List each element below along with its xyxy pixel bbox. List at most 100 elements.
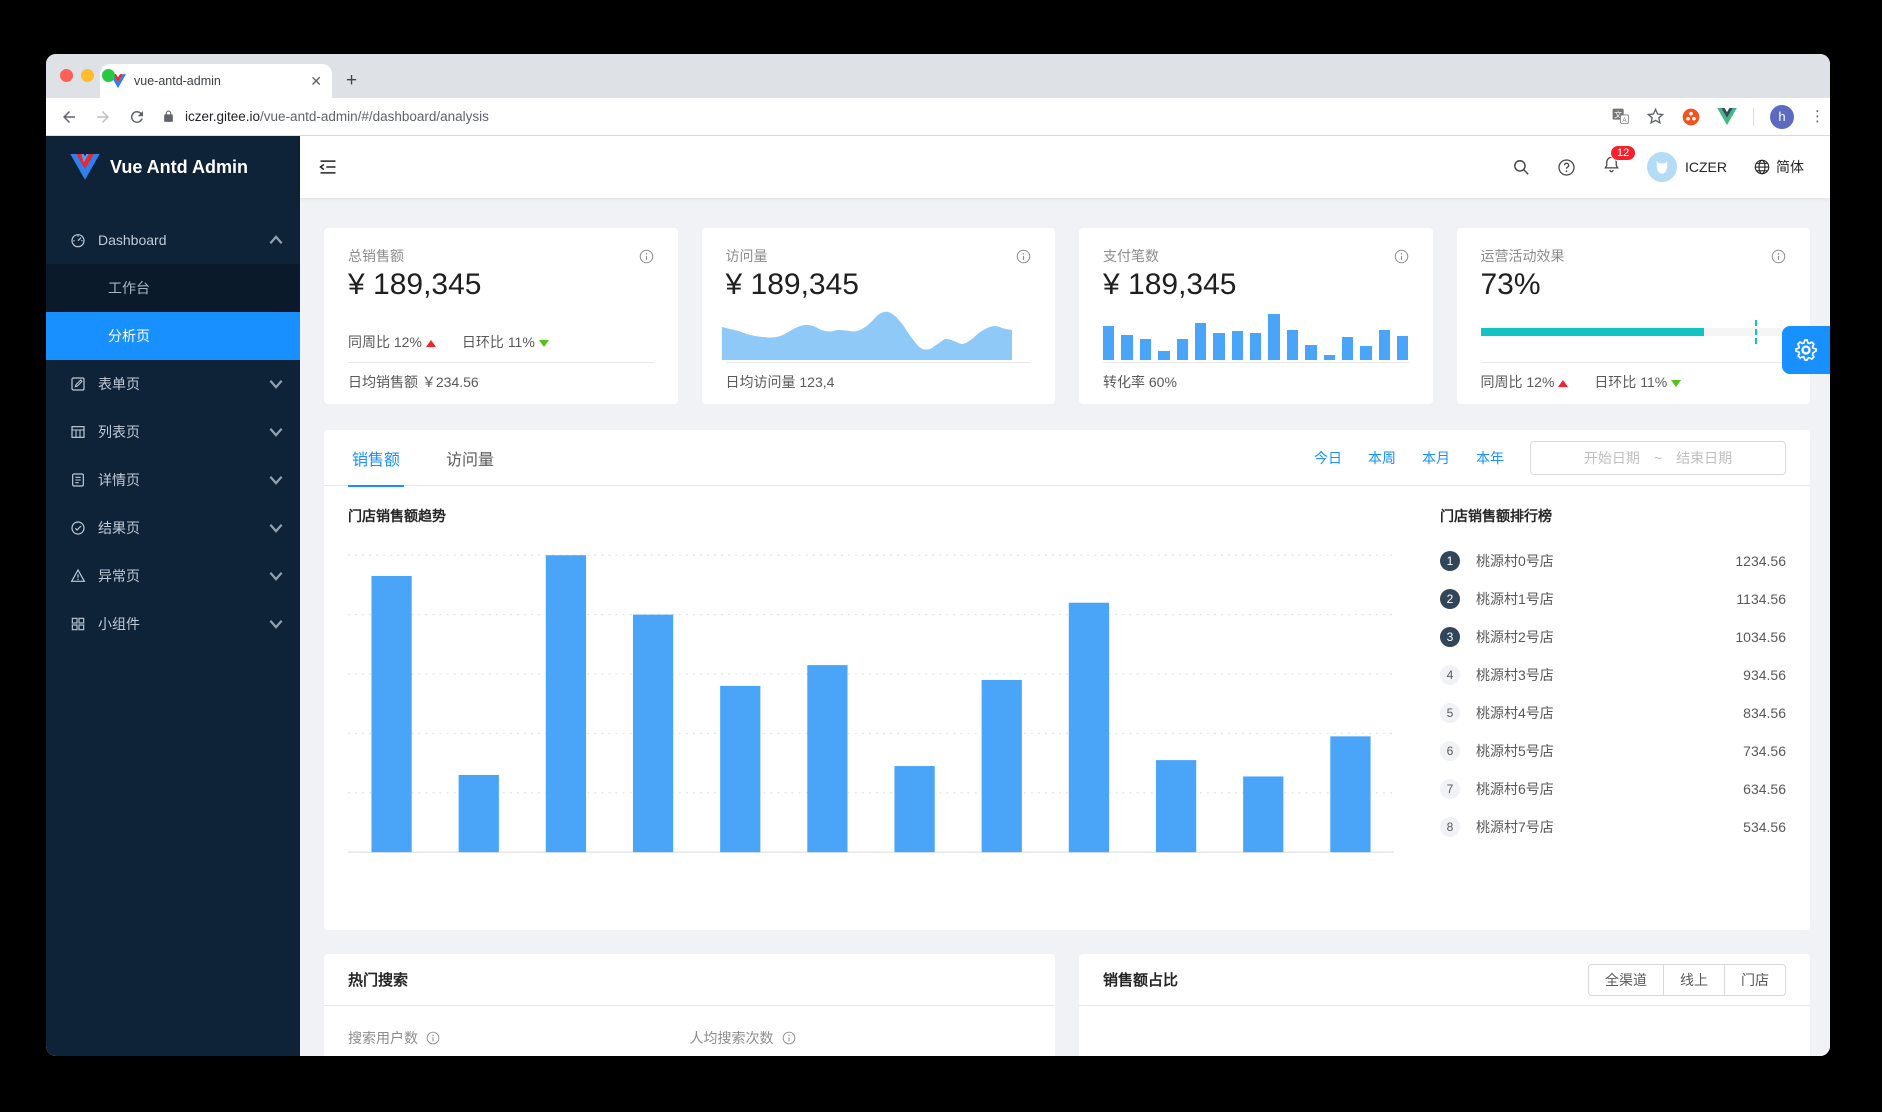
sidebar-item-4[interactable]: 结果页 bbox=[46, 504, 300, 552]
sidebar-item-6[interactable]: 小组件 bbox=[46, 600, 300, 648]
search-icon[interactable] bbox=[1512, 158, 1531, 177]
browser-tab-strip: vue-antd-admin ✕ + bbox=[46, 54, 1830, 98]
sidebar-item-3[interactable]: 详情页 bbox=[46, 456, 300, 504]
user-menu[interactable]: ICZER bbox=[1647, 152, 1727, 182]
end-date-placeholder: 结束日期 bbox=[1676, 449, 1733, 466]
stat-title: 总销售额 bbox=[348, 248, 404, 264]
link-this-week[interactable]: 本周 bbox=[1368, 449, 1396, 466]
mini-bar bbox=[1305, 345, 1317, 360]
language-switcher[interactable]: 简体 bbox=[1753, 157, 1804, 177]
chevron-down-icon bbox=[269, 572, 283, 581]
stat-value: ¥ 189,345 bbox=[725, 268, 859, 301]
sidebar-subitem-工作台[interactable]: 工作台 bbox=[108, 280, 150, 296]
store-name: 桃源村5号店 bbox=[1476, 743, 1554, 759]
mini-bar bbox=[1323, 355, 1335, 360]
bookmark-star-icon[interactable] bbox=[1646, 107, 1665, 126]
ranking-row: 8 桃源村7号店 534.56 bbox=[1440, 808, 1786, 846]
rank-badge: 5 bbox=[1440, 703, 1460, 723]
chevron-down-icon bbox=[269, 428, 283, 437]
mini-bar bbox=[1231, 331, 1243, 360]
gear-icon bbox=[1795, 339, 1817, 361]
store-sales-value: 1034.56 bbox=[1735, 629, 1786, 645]
progress-target-marker bbox=[1755, 320, 1758, 344]
close-window-button[interactable] bbox=[60, 69, 73, 82]
mini-bar bbox=[1158, 350, 1170, 360]
sidebar-item-5[interactable]: 异常页 bbox=[46, 552, 300, 600]
link-this-year[interactable]: 本年 bbox=[1476, 449, 1504, 466]
menu-fold-icon[interactable] bbox=[318, 157, 338, 177]
browser-menu-icon[interactable]: ⋮ bbox=[1810, 108, 1825, 125]
progress-bar bbox=[1480, 320, 1786, 344]
sidebar-item-1[interactable]: 表单页 bbox=[46, 360, 300, 408]
mini-bar bbox=[1397, 336, 1409, 360]
minimize-window-button[interactable] bbox=[81, 69, 94, 82]
close-tab-icon[interactable]: ✕ bbox=[310, 72, 322, 89]
new-tab-button[interactable]: + bbox=[346, 70, 358, 91]
tab-title: vue-antd-admin bbox=[134, 74, 221, 88]
translate-icon[interactable]: 文A bbox=[1611, 107, 1630, 126]
ranking-row: 6 桃源村5号店 734.56 bbox=[1440, 732, 1786, 770]
store-name: 桃源村7号店 bbox=[1476, 819, 1554, 835]
app-logo[interactable]: Vue Antd Admin bbox=[46, 136, 300, 198]
store-name: 桃源村3号店 bbox=[1476, 667, 1554, 683]
settings-drawer-button[interactable] bbox=[1782, 326, 1830, 374]
app-header: 12 ICZER 简体 bbox=[300, 136, 1830, 198]
rank-badge: 6 bbox=[1440, 741, 1460, 761]
store-sales-value: 1234.56 bbox=[1735, 553, 1786, 569]
store-sales-value: 834.56 bbox=[1743, 705, 1786, 721]
mini-bar bbox=[1250, 333, 1262, 360]
chevron-down-icon bbox=[269, 476, 283, 485]
sidebar-item-label: 结果页 bbox=[98, 520, 140, 536]
channel-all-button[interactable]: 全渠道 bbox=[1589, 964, 1663, 995]
stat-card-total-sales: 总销售额 ¥ 189,345 同周比 12% 日环比 11% 日均销售额 ￥23… bbox=[324, 228, 678, 404]
sidebar-subitem-分析页[interactable]: 分析页 bbox=[46, 312, 300, 360]
panel-tab-bar: 销售额 访问量 今日 本周 本月 本年 开始日期 ~ 结束日期 bbox=[324, 430, 1810, 487]
stat-title: 支付笔数 bbox=[1103, 248, 1159, 264]
browser-window: vue-antd-admin ✕ + iczer.gitee.io/vue-an… bbox=[46, 54, 1830, 1056]
link-today[interactable]: 今日 bbox=[1314, 449, 1342, 466]
info-icon[interactable] bbox=[1771, 249, 1786, 264]
notifications-button[interactable]: 12 bbox=[1602, 145, 1637, 179]
hot-search-title: 热门搜索 bbox=[348, 972, 409, 989]
browser-tab[interactable]: vue-antd-admin ✕ bbox=[100, 64, 332, 98]
vue-devtools-icon[interactable] bbox=[1717, 107, 1737, 126]
channel-online-button[interactable]: 线上 bbox=[1663, 964, 1724, 995]
chevron-down-icon bbox=[269, 620, 283, 629]
caret-down-icon bbox=[1671, 380, 1682, 387]
info-icon[interactable] bbox=[639, 249, 654, 264]
extension-pinwheel-icon[interactable] bbox=[1681, 107, 1701, 127]
dashboard-icon bbox=[71, 234, 85, 248]
sidebar-item-label: 小组件 bbox=[98, 616, 140, 632]
mini-bar bbox=[1121, 334, 1133, 360]
info-icon[interactable] bbox=[426, 1031, 440, 1045]
reload-icon[interactable] bbox=[128, 108, 146, 126]
search-users-stat: 搜索用户数 12321 71.2 bbox=[348, 1028, 690, 1056]
url-host: iczer.gitee.io bbox=[185, 109, 261, 124]
help-circle-icon[interactable] bbox=[1557, 158, 1576, 177]
link-this-month[interactable]: 本月 bbox=[1422, 449, 1450, 466]
back-icon[interactable] bbox=[60, 108, 78, 126]
payments-bar-chart bbox=[1103, 314, 1409, 360]
channel-store-button[interactable]: 门店 bbox=[1724, 964, 1785, 995]
tab-sales[interactable]: 销售额 bbox=[348, 430, 405, 487]
ranking-list: 1 桃源村0号店 1234.56 2 桃源村1号店 1134.56 3 桃源村2号店 1034.… bbox=[1440, 542, 1786, 846]
zoom-window-button[interactable] bbox=[102, 69, 115, 82]
address-bar[interactable]: iczer.gitee.io/vue-antd-admin/#/dashboar… bbox=[162, 109, 1595, 124]
stat-card-operation-effect: 运营活动效果 73% 同周比 12% 日环比 11% bbox=[1456, 228, 1810, 404]
info-icon[interactable] bbox=[1394, 249, 1409, 264]
date-range-picker[interactable]: 开始日期 ~ 结束日期 bbox=[1530, 440, 1786, 475]
sidebar-item-0[interactable]: Dashboard bbox=[46, 216, 300, 264]
forward-icon[interactable] bbox=[94, 108, 112, 126]
mini-bar bbox=[1103, 325, 1115, 360]
stat-footer: 转化率 60% bbox=[1103, 362, 1409, 404]
sidebar-item-label: Dashboard bbox=[98, 232, 167, 248]
browser-profile-avatar[interactable]: h bbox=[1770, 104, 1794, 129]
tab-visits[interactable]: 访问量 bbox=[446, 451, 495, 469]
ranking-row: 5 桃源村4号店 834.56 bbox=[1440, 694, 1786, 732]
caret-up-icon bbox=[425, 340, 436, 347]
info-icon[interactable] bbox=[1016, 249, 1031, 264]
chevron-up-icon bbox=[269, 235, 283, 244]
info-icon[interactable] bbox=[782, 1031, 796, 1045]
sidebar-item-2[interactable]: 列表页 bbox=[46, 408, 300, 456]
rank-badge: 1 bbox=[1440, 551, 1460, 571]
